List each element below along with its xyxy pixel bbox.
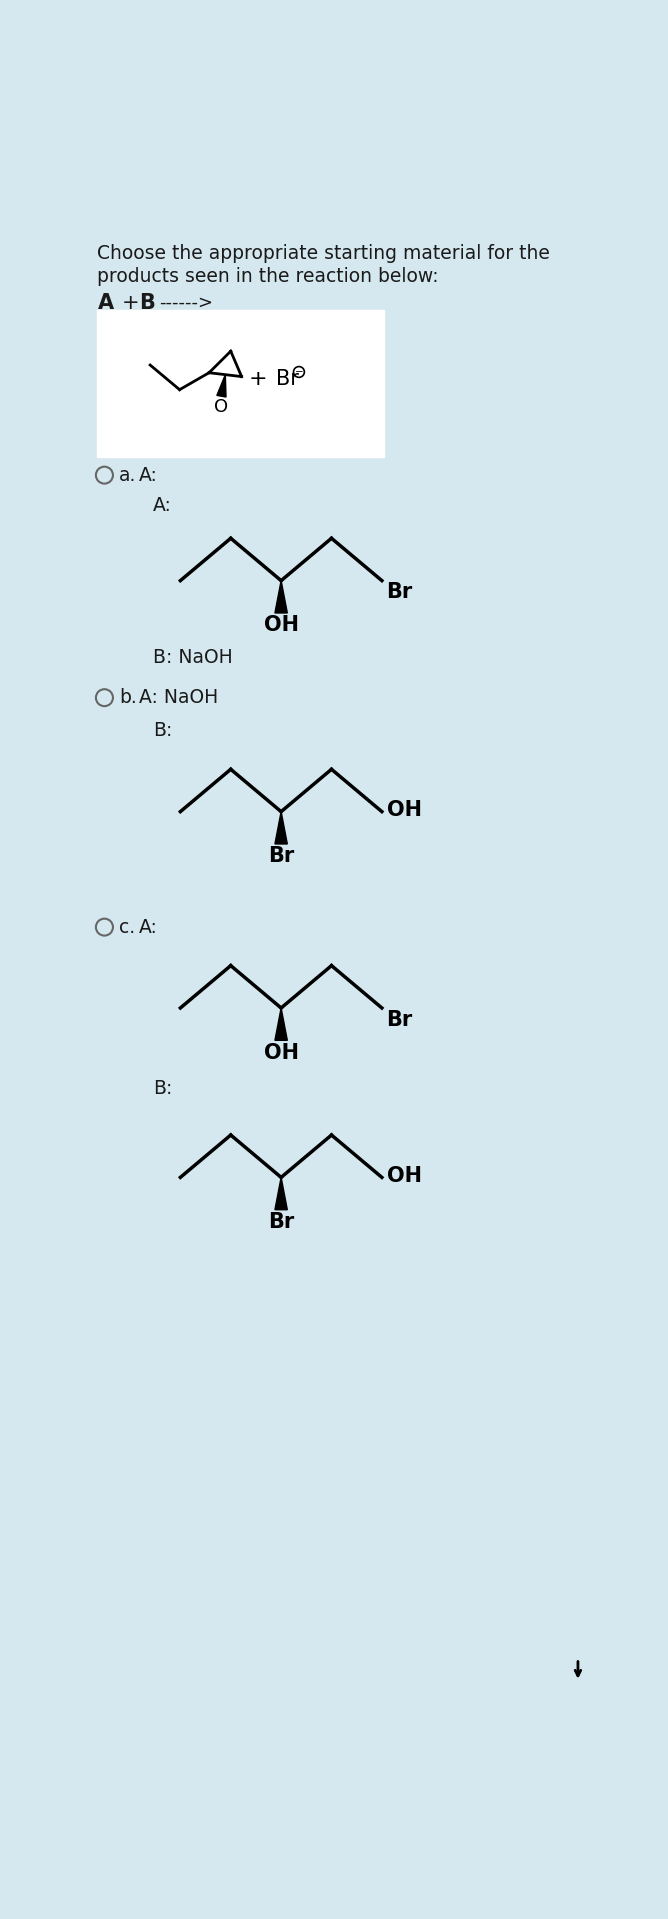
Polygon shape bbox=[217, 374, 226, 397]
Polygon shape bbox=[275, 812, 287, 844]
Text: products seen in the reaction below:: products seen in the reaction below: bbox=[98, 267, 439, 286]
Text: c.: c. bbox=[119, 917, 136, 936]
Bar bbox=[98, 311, 384, 457]
Text: Br: Br bbox=[276, 368, 299, 390]
Polygon shape bbox=[275, 1178, 287, 1209]
Text: a.: a. bbox=[119, 466, 136, 486]
Text: OH: OH bbox=[387, 800, 422, 819]
Text: B:: B: bbox=[153, 722, 172, 741]
Text: b.: b. bbox=[119, 689, 137, 708]
Polygon shape bbox=[275, 581, 287, 612]
Text: Br: Br bbox=[387, 1009, 413, 1029]
Text: A: A bbox=[98, 294, 114, 313]
Text: B: B bbox=[140, 294, 155, 313]
Text: +: + bbox=[248, 368, 267, 390]
Text: Br: Br bbox=[268, 1213, 294, 1232]
Text: Br: Br bbox=[387, 581, 413, 603]
Text: A: NaOH: A: NaOH bbox=[140, 689, 218, 708]
Text: ------>: ------> bbox=[159, 294, 212, 311]
Text: B: NaOH: B: NaOH bbox=[153, 649, 233, 668]
Text: A:: A: bbox=[153, 497, 172, 516]
Polygon shape bbox=[275, 1007, 287, 1040]
Text: A:: A: bbox=[140, 917, 158, 936]
Text: O: O bbox=[214, 397, 228, 416]
Text: −: − bbox=[295, 367, 303, 376]
Text: A:: A: bbox=[140, 466, 158, 486]
Text: Br: Br bbox=[268, 846, 294, 865]
Text: Choose the appropriate starting material for the: Choose the appropriate starting material… bbox=[98, 244, 550, 263]
Text: +: + bbox=[122, 294, 140, 313]
Text: OH: OH bbox=[264, 616, 299, 635]
Text: OH: OH bbox=[264, 1042, 299, 1063]
Text: B:: B: bbox=[153, 1078, 172, 1098]
Text: OH: OH bbox=[387, 1167, 422, 1186]
